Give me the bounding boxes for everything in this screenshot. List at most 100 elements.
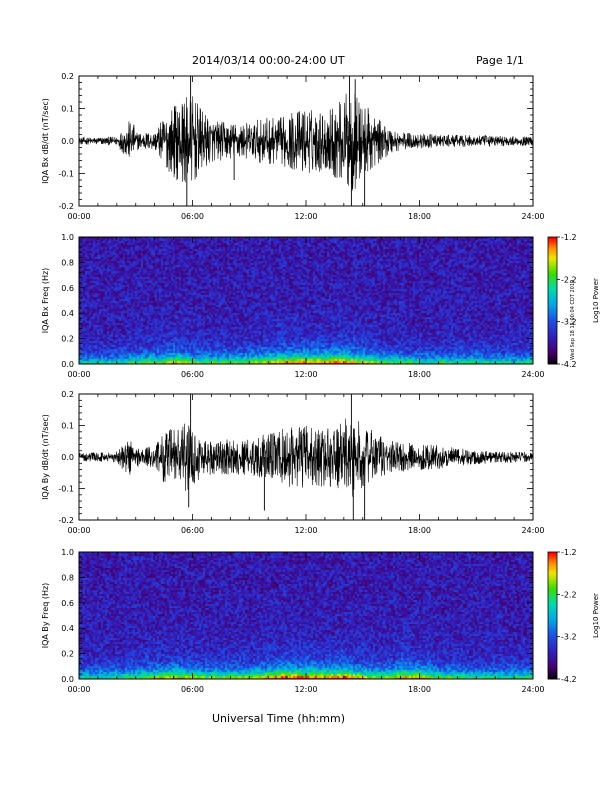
- colorbar-swatch: [548, 592, 557, 595]
- colorbar-swatch: [548, 251, 557, 255]
- colorbar-swatch: [548, 264, 557, 268]
- x-tick-label: 00:00: [67, 685, 90, 694]
- y-tick-label: 0.1: [61, 105, 74, 114]
- colorbar-swatch: [548, 342, 557, 346]
- colorbar-swatch: [548, 285, 557, 289]
- y-axis-label: IQA By dB/dt (nT/sec): [41, 414, 50, 500]
- colorbar-swatch: [548, 634, 557, 638]
- x-tick-label: 18:00: [408, 526, 431, 535]
- colorbar-swatch: [548, 649, 557, 652]
- colorbar-swatch: [548, 317, 557, 321]
- y-axis-label: IQA Bx Freq (Hz): [41, 268, 50, 334]
- spectrogram-image: [79, 552, 533, 679]
- y-tick-label: 0.1: [61, 422, 74, 431]
- colorbar-swatch: [548, 328, 557, 331]
- colorbar-swatch: [548, 645, 557, 648]
- x-tick-label: 12:00: [294, 212, 317, 221]
- colorbar-swatch: [548, 353, 557, 357]
- by-spectrogram-axes: [78, 551, 534, 680]
- x-axis-title: Universal Time (hh:mm): [212, 712, 345, 725]
- colorbar-swatch: [548, 583, 557, 587]
- colorbar-swatch: [548, 253, 557, 257]
- y-axis-label: IQA By Freq (Hz): [41, 583, 50, 649]
- colorbar-swatch: [548, 621, 557, 625]
- x-tick-label: 06:00: [181, 685, 204, 694]
- colorbar-swatch: [548, 281, 557, 285]
- colorbar-swatch: [548, 638, 557, 642]
- y-tick-label: 0.2: [61, 650, 74, 659]
- colorbar-swatch: [548, 598, 557, 602]
- colorbar-tick-label: -2.2: [561, 590, 577, 599]
- colorbar-swatch: [548, 266, 557, 270]
- x-tick-label: 00:00: [67, 526, 90, 535]
- colorbar-swatch: [548, 571, 557, 574]
- colorbar-swatch: [548, 359, 557, 363]
- colorbar-swatch: [548, 237, 557, 240]
- colorbar-swatch: [548, 315, 557, 318]
- colorbar-swatch: [548, 632, 557, 636]
- colorbar-swatch: [548, 294, 557, 297]
- colorbar-swatch: [548, 651, 557, 655]
- y-tick-label: -0.2: [58, 516, 74, 525]
- y-tick-label: 0.4: [61, 624, 74, 633]
- colorbar-tick-label: -2.2: [561, 275, 577, 284]
- page-number: Page 1/1: [476, 54, 524, 67]
- colorbar-swatch: [548, 292, 557, 295]
- colorbar-swatch: [548, 247, 557, 251]
- colorbar-swatch: [548, 349, 557, 352]
- colorbar-swatch: [548, 554, 557, 557]
- y-tick-label: -0.1: [58, 485, 74, 494]
- colorbar-swatch: [548, 239, 557, 242]
- colorbar: [547, 236, 560, 365]
- colorbar-swatch: [548, 323, 557, 327]
- colorbar-swatch: [548, 623, 557, 627]
- colorbar-swatch: [548, 564, 557, 568]
- colorbar-swatch: [548, 611, 557, 614]
- x-tick-label: 06:00: [181, 526, 204, 535]
- colorbar-frame: [547, 236, 558, 365]
- colorbar-swatch: [548, 355, 557, 359]
- y-tick-label: -0.2: [58, 202, 74, 211]
- y-tick-label: 0.2: [61, 335, 74, 344]
- colorbar-label: Log10 Power: [592, 278, 600, 323]
- colorbar-swatch: [548, 577, 557, 581]
- x-tick-label: 18:00: [408, 685, 431, 694]
- colorbar-swatch: [548, 594, 557, 597]
- x-tick-label: 12:00: [294, 526, 317, 535]
- colorbar-tick-label: -4.2: [561, 360, 577, 369]
- y-tick-label: 0.6: [61, 284, 74, 293]
- y-tick-label: 0.2: [61, 72, 74, 81]
- y-tick-label: 0.6: [61, 599, 74, 608]
- colorbar-swatch: [548, 357, 557, 361]
- y-tick-label: 0.0: [61, 137, 74, 146]
- colorbar-swatch: [548, 245, 557, 249]
- colorbar-swatch: [548, 590, 557, 593]
- colorbar-swatch: [548, 655, 557, 659]
- y-tick-label: 1.0: [61, 548, 74, 557]
- colorbar-swatch: [548, 270, 557, 274]
- colorbar-swatch: [548, 268, 557, 272]
- y-tick-label: 1.0: [61, 233, 74, 242]
- x-tick-label: 00:00: [67, 370, 90, 379]
- colorbar-swatch: [548, 279, 557, 282]
- colorbar-swatch: [548, 552, 557, 555]
- bx-spectrogram-axes: [78, 236, 534, 365]
- colorbar-swatch: [548, 615, 557, 619]
- colorbar-swatch: [548, 653, 557, 657]
- colorbar-swatch: [548, 332, 557, 335]
- colorbar-swatch: [548, 260, 557, 263]
- colorbar-swatch: [548, 558, 557, 561]
- colorbar-swatch: [548, 361, 557, 365]
- y-axis-label: IQA Bx dB/dt (nT/sec): [41, 98, 50, 184]
- colorbar-swatch: [548, 619, 557, 623]
- y-tick-label: 0.8: [61, 573, 74, 582]
- colorbar-swatch: [548, 579, 557, 583]
- x-tick-label: 06:00: [181, 212, 204, 221]
- colorbar-tick-label: -1.2: [561, 233, 577, 242]
- colorbar-swatch: [548, 556, 557, 559]
- colorbar-swatch: [548, 283, 557, 287]
- colorbar-swatch: [548, 258, 557, 261]
- timestamp-stamp: Wed Sep 18 15:00:04 CDT 2019: [570, 279, 576, 360]
- colorbar-swatch: [548, 560, 557, 564]
